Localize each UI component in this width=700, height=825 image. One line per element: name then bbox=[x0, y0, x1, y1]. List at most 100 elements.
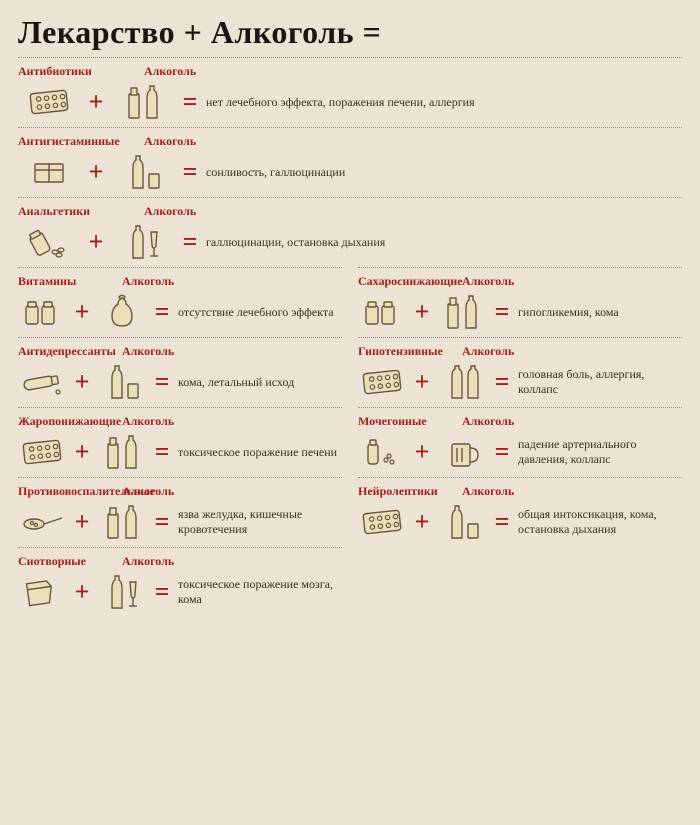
combo-row: Нейролептики Алкоголь +=общая интоксикация… bbox=[358, 477, 682, 547]
combo-row: Анальгетики Алкоголь + = галлюцинации, остан… bbox=[18, 197, 682, 267]
effect-text: галлюцинации, остановка дыхания bbox=[206, 235, 682, 250]
equals-operator: = bbox=[152, 439, 172, 465]
row-labels: ВитаминыАлкоголь bbox=[18, 274, 342, 289]
medicine-label: Гипотензивные bbox=[358, 344, 420, 359]
row-labels: Снотворные Алкоголь bbox=[18, 554, 342, 569]
effect-text: сонливость, галлюцинации bbox=[206, 165, 682, 180]
alcohol-label: Алкоголь bbox=[462, 414, 514, 429]
equation: +=общая интоксикация, кома, остановка ды… bbox=[358, 501, 682, 543]
equation: + =падение артериального давления, коллап… bbox=[358, 431, 682, 473]
alcohol-label: Алкоголь bbox=[462, 484, 514, 499]
plus-operator: + bbox=[72, 509, 92, 535]
alcohol-label: Алкоголь bbox=[462, 274, 514, 289]
row-labels: Антигистаминные Алкоголь bbox=[18, 134, 682, 149]
equals-operator: = bbox=[492, 299, 512, 325]
combo-row: ЖаропонижающиеАлкоголь + = токсическое пора… bbox=[18, 407, 342, 477]
bottle-glass-icon bbox=[438, 501, 486, 543]
bottles-icon bbox=[98, 501, 146, 543]
combo-row: Гипотензивные Алкоголь +=головная боль, ал… bbox=[358, 337, 682, 407]
alcohol-label: Алкоголь bbox=[462, 344, 514, 359]
equation: +=кома, летальный исход bbox=[18, 361, 342, 403]
row-labels: Анальгетики Алкоголь bbox=[18, 204, 682, 219]
effect-text: язва желудка, кишечные кровотечения bbox=[178, 507, 342, 537]
sachet-icon bbox=[18, 571, 66, 613]
equals-operator: = bbox=[180, 229, 200, 255]
row-labels: ЖаропонижающиеАлкоголь bbox=[18, 414, 342, 429]
jars-icon bbox=[358, 291, 406, 333]
effect-text: головная боль, аллергия, коллапс bbox=[518, 367, 682, 397]
row-labels: Нейролептики Алкоголь bbox=[358, 484, 682, 499]
equation: + = токсическое поражение печени bbox=[18, 431, 342, 473]
jar-pills-icon bbox=[18, 221, 80, 263]
decanter-icon bbox=[98, 291, 146, 333]
combo-row: ВитаминыАлкоголь + = отсутствие лечебного э… bbox=[18, 267, 342, 337]
alcohol-label: Алкоголь bbox=[122, 344, 174, 359]
equation: +=головная боль, аллергия, коллапс bbox=[358, 361, 682, 403]
row-labels: Антидепрессанты Алкоголь bbox=[18, 344, 342, 359]
equals-operator: = bbox=[152, 579, 172, 605]
combo-row: АнтидепрессантыАлкоголь+=кома, летальный… bbox=[18, 337, 342, 407]
effect-text: отсутствие лечебного эффекта bbox=[178, 305, 342, 320]
plus-operator: + bbox=[72, 439, 92, 465]
alcohol-label: Алкоголь bbox=[122, 484, 174, 499]
vial-icon bbox=[358, 431, 406, 473]
effect-text: падение артериального давления, коллапс bbox=[518, 437, 682, 467]
equation: + = отсутствие лечебного эффекта bbox=[18, 291, 342, 333]
alcohol-label: Алкоголь bbox=[144, 64, 196, 79]
bottle-glass-icon bbox=[98, 361, 146, 403]
medicine-label: Витамины bbox=[18, 274, 80, 289]
medicine-label: Снотворные bbox=[18, 554, 80, 569]
bottles-icon bbox=[98, 431, 146, 473]
combo-row: Сахароснижающие Алкоголь + = гипогликемия, к… bbox=[358, 267, 682, 337]
plus-operator: + bbox=[412, 299, 432, 325]
rows-grid: АнтибиотикиАлкоголь+=нет лечебного эффек… bbox=[18, 57, 682, 617]
bottles-icon bbox=[112, 81, 174, 123]
combo-row: Антигистаминные Алкоголь +=сонливость, гал… bbox=[18, 127, 682, 197]
medicine-label: Мочегонные bbox=[358, 414, 420, 429]
effect-text: токсическое поражение печени bbox=[178, 445, 342, 460]
bottles-icon bbox=[438, 291, 486, 333]
medicine-label: Нейролептики bbox=[358, 484, 420, 499]
equation: +=сонливость, галлюцинации bbox=[18, 151, 682, 193]
plus-operator: + bbox=[86, 89, 106, 115]
alcohol-label: Алкоголь bbox=[122, 554, 174, 569]
medicine-label: Анальгетики bbox=[18, 204, 98, 219]
effect-text: гипогликемия, кома bbox=[518, 305, 682, 320]
effect-text: кома, летальный исход bbox=[178, 375, 342, 390]
medicine-label: Антигистаминные bbox=[18, 134, 98, 149]
medicine-label: Антидепрессанты bbox=[18, 344, 80, 359]
combo-row: Антибиотики Алкоголь +=нет лечебного эффек… bbox=[18, 57, 682, 127]
spoon-icon bbox=[18, 501, 66, 543]
equals-operator: = bbox=[492, 439, 512, 465]
bottle-glass-icon bbox=[112, 151, 174, 193]
effect-text: нет лечебного эффекта, поражения печени,… bbox=[206, 95, 682, 110]
alcohol-label: Алкоголь bbox=[144, 204, 196, 219]
medicine-label: Сахароснижающие bbox=[358, 274, 420, 289]
page-title: Лекарство + Алкоголь = bbox=[18, 14, 682, 51]
blister-icon bbox=[358, 501, 406, 543]
tube-icon bbox=[18, 361, 66, 403]
equation: + =язва желудка, кишечные кровотечения bbox=[18, 501, 342, 543]
equation: +=нет лечебного эффекта, поражения печен… bbox=[18, 81, 682, 123]
equals-operator: = bbox=[492, 509, 512, 535]
infographic-root: Лекарство + Алкоголь = Антибиотики Алкого… bbox=[0, 0, 700, 637]
mug-icon bbox=[438, 431, 486, 473]
row-labels: Антибиотики Алкоголь bbox=[18, 64, 682, 79]
equation: +=токсическое поражение мозга, кома bbox=[18, 571, 342, 613]
medicine-label: Антибиотики bbox=[18, 64, 98, 79]
equals-operator: = bbox=[152, 509, 172, 535]
effect-text: общая интоксикация, кома, остановка дыха… bbox=[518, 507, 682, 537]
alcohol-label: Алкоголь bbox=[144, 134, 196, 149]
plus-operator: + bbox=[412, 439, 432, 465]
equals-operator: = bbox=[152, 299, 172, 325]
row-labels: Сахароснижающие Алкоголь bbox=[358, 274, 682, 289]
equals-operator: = bbox=[152, 369, 172, 395]
combo-row: Снотворные Алкоголь +=токсическое поражени… bbox=[18, 547, 342, 617]
combo-row: ПротивовоспалительныеАлкоголь+=язва желу… bbox=[18, 477, 342, 547]
blister-icon bbox=[18, 81, 80, 123]
plus-operator: + bbox=[86, 159, 106, 185]
plus-operator: + bbox=[72, 299, 92, 325]
combo-row: Мочегонные Алкоголь + =падение артериальног… bbox=[358, 407, 682, 477]
equation: + = гипогликемия, кома bbox=[358, 291, 682, 333]
plus-operator: + bbox=[86, 229, 106, 255]
